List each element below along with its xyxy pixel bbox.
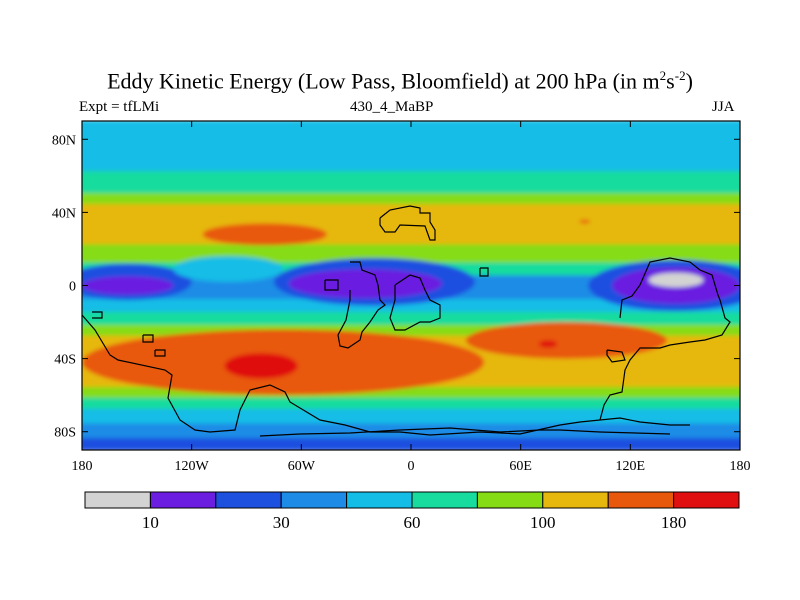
colorbar-swatch bbox=[84, 491, 151, 509]
colorbar-label: 100 bbox=[530, 513, 556, 532]
colorbar-swatch bbox=[149, 491, 217, 509]
colorbar-swatch bbox=[215, 491, 282, 509]
colorbar-swatch bbox=[411, 491, 478, 509]
colorbar-swatch bbox=[607, 491, 675, 509]
contour-band-3 bbox=[82, 193, 740, 207]
contour-band-14 bbox=[82, 408, 740, 426]
contour-blob-3 bbox=[288, 269, 443, 299]
colorbar-swatch bbox=[542, 491, 609, 509]
contour-band-9 bbox=[82, 311, 740, 327]
y-tick-label: 0 bbox=[69, 280, 76, 295]
x-tick-label: 60W bbox=[288, 459, 316, 474]
y-tick-label: 80N bbox=[52, 133, 76, 148]
colorbar-label: 30 bbox=[273, 513, 290, 532]
y-tick-label: 80S bbox=[54, 426, 76, 441]
colorbar-swatch bbox=[673, 491, 740, 509]
x-tick-label: 120W bbox=[175, 459, 210, 474]
y-tick-label: 40S bbox=[54, 353, 76, 368]
colorbar: 10 30 60 100 180 bbox=[84, 491, 740, 532]
contour-band-15 bbox=[82, 423, 740, 441]
y-axis: 80N 40N 0 40S 80S bbox=[52, 133, 740, 441]
colorbar-swatch bbox=[280, 491, 348, 509]
contour-band-1 bbox=[82, 138, 740, 174]
x-axis: 180 120W 60W 0 60E 120E 180 bbox=[72, 121, 751, 474]
chart-title: Eddy Kinetic Energy (Low Pass, Bloomfiel… bbox=[107, 68, 693, 94]
contour-blob-13 bbox=[538, 340, 558, 348]
x-tick-label: 120E bbox=[616, 459, 646, 474]
colorbar-label: 180 bbox=[661, 513, 687, 532]
contour-band-13 bbox=[82, 397, 740, 411]
contour-blob-6 bbox=[648, 272, 704, 288]
y-tick-label: 40N bbox=[52, 206, 76, 221]
x-tick-label: 180 bbox=[72, 459, 93, 474]
experiment-label: Expt = tfLMi bbox=[79, 99, 160, 115]
contour-blob-8 bbox=[202, 223, 327, 246]
contour-blob-1 bbox=[82, 276, 174, 295]
contour-blob-7 bbox=[173, 256, 284, 282]
colorbar-label: 60 bbox=[404, 513, 421, 532]
contour-band-8 bbox=[82, 299, 740, 314]
colorbar-label: 10 bbox=[142, 513, 159, 532]
contour-blob-12 bbox=[465, 322, 667, 359]
contour-blob-9 bbox=[579, 219, 591, 224]
season-label: JJA bbox=[712, 99, 735, 115]
ekf-field bbox=[82, 121, 740, 450]
case-label: 430_4_MaBP bbox=[350, 99, 434, 115]
colorbar-swatch bbox=[476, 491, 544, 509]
colorbar-swatch bbox=[346, 491, 413, 509]
x-tick-label: 60E bbox=[509, 459, 532, 474]
contour-blob-11 bbox=[224, 353, 298, 379]
contour-band-0 bbox=[82, 121, 740, 141]
x-tick-label: 0 bbox=[408, 459, 415, 474]
contour-band-2 bbox=[82, 171, 740, 196]
coastline bbox=[82, 205, 731, 437]
x-tick-label: 180 bbox=[730, 459, 751, 474]
